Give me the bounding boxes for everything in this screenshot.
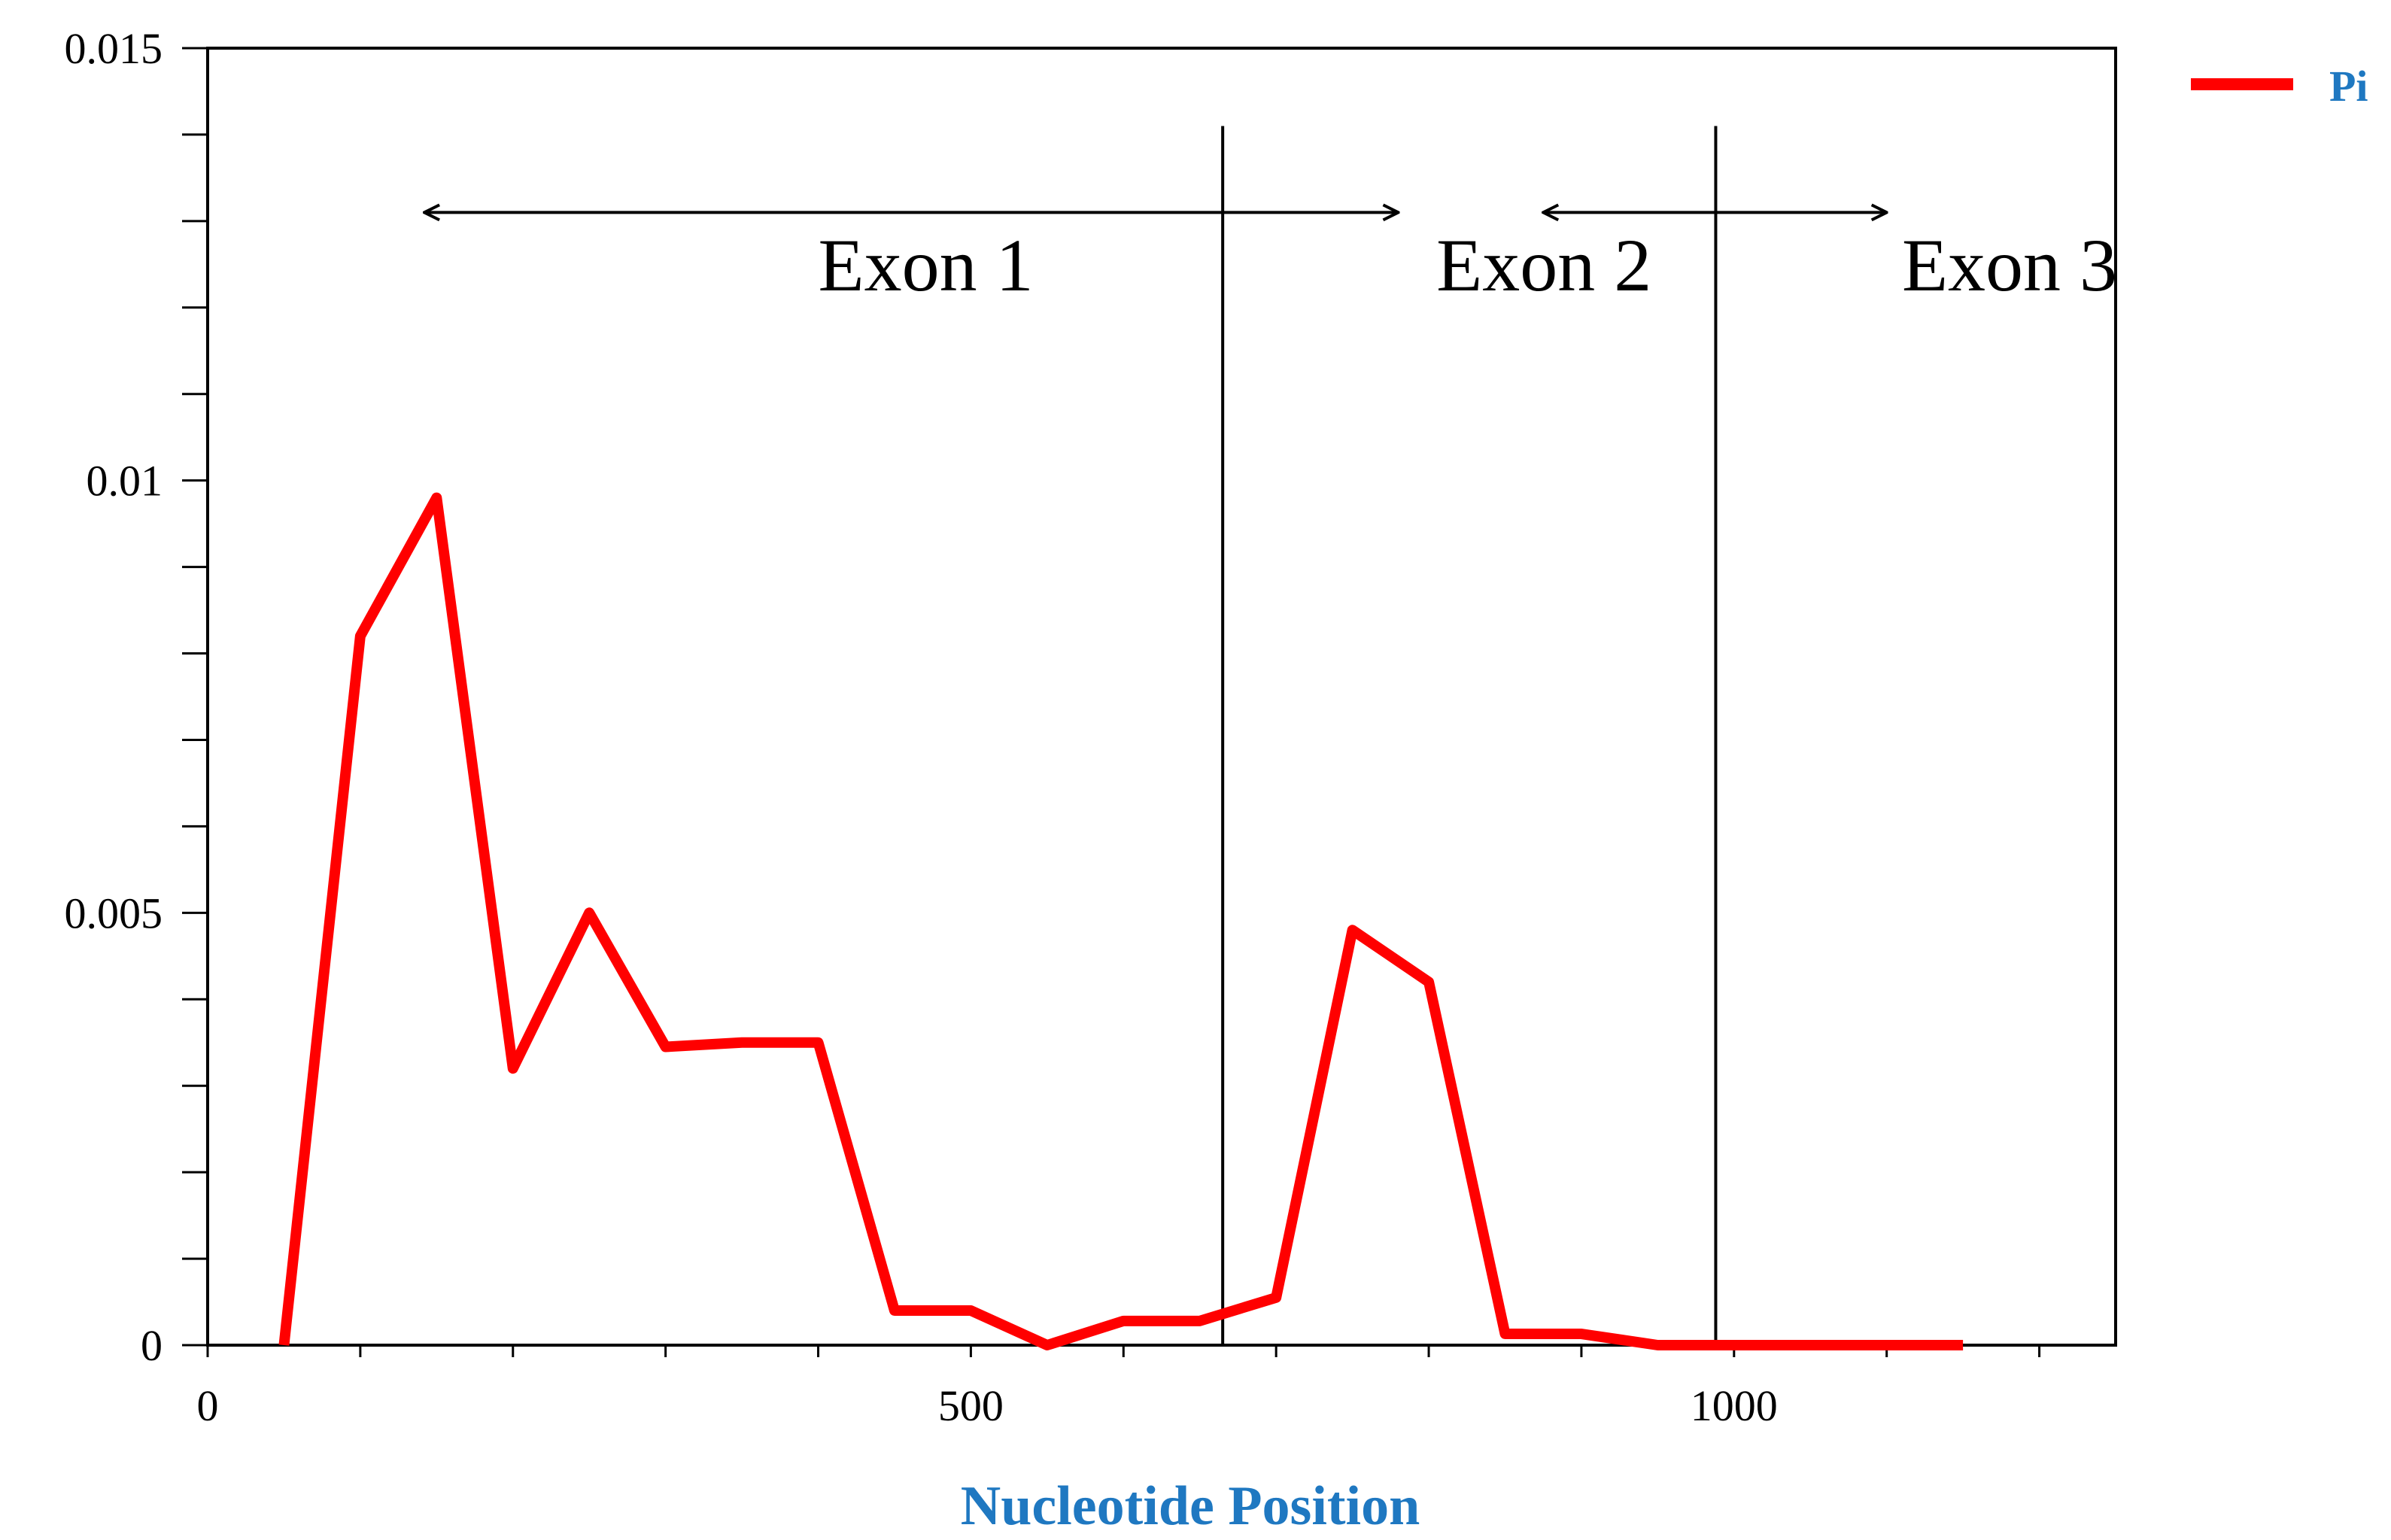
- exon-regions: Exon 1 Exon 2 Exon 3: [424, 212, 2117, 307]
- region-label-exon-3: Exon 3: [1902, 223, 2117, 307]
- y-tick-label: 0: [141, 1321, 163, 1370]
- legend-label-pi: Pi: [2329, 62, 2368, 111]
- y-tick-label: 0.005: [65, 888, 163, 937]
- region-label-exon-1: Exon 1: [819, 223, 1034, 307]
- region-label-exon-2: Exon 2: [1436, 223, 1651, 307]
- exon-boundaries: [1221, 126, 1718, 1345]
- x-tick-label: 0: [197, 1381, 219, 1430]
- legend: Pi: [2191, 62, 2368, 111]
- series-line-pi: [278, 492, 1964, 1350]
- y-tick-label: 0.015: [65, 24, 163, 73]
- series-layer: [278, 492, 1964, 1350]
- x-tick-label: 1000: [1691, 1381, 1778, 1430]
- axis-ticks: 0 500 1000 0 0.005 0.01 0.015: [65, 24, 2041, 1430]
- x-tick-label: 500: [938, 1381, 1004, 1430]
- x-axis-label: Nucleotide Position: [961, 1475, 1420, 1537]
- plot-frame: [206, 47, 2117, 1347]
- y-tick-label: 0.01: [87, 457, 163, 506]
